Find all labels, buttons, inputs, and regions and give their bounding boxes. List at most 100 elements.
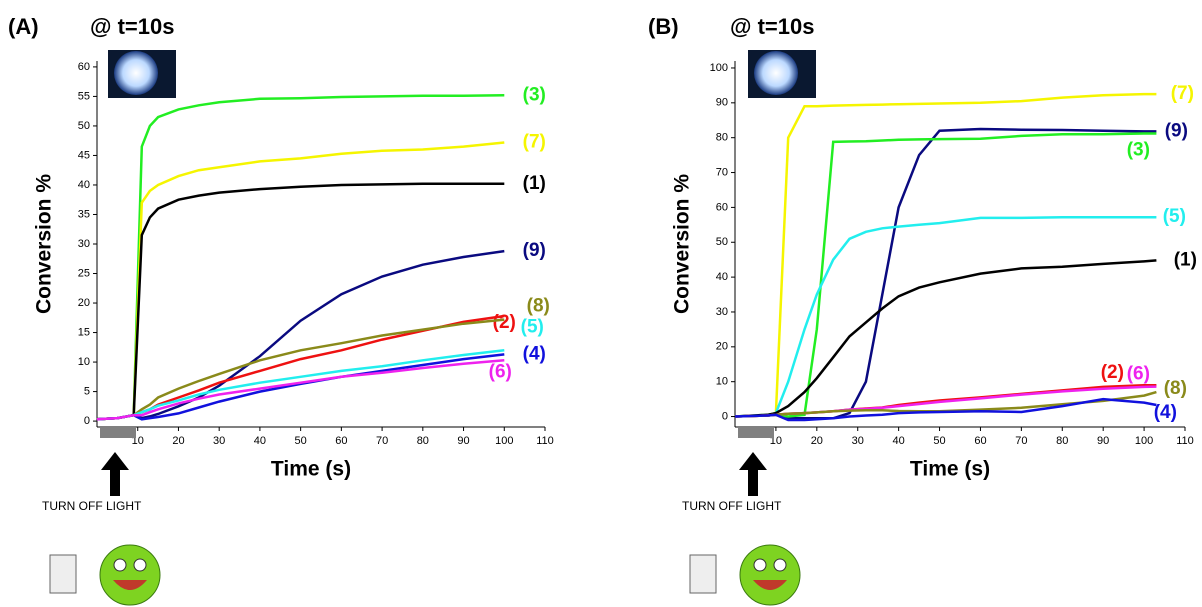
series-line [96, 353, 505, 421]
y-axis-title: Conversion % [33, 174, 56, 314]
x-tick-label: 70 [1015, 435, 1027, 447]
switch-icon [49, 554, 77, 594]
smiley-eye [773, 558, 787, 572]
y-tick-label: 50 [716, 236, 728, 248]
annotation: @ t=10s [730, 14, 814, 39]
smiley-eye [133, 558, 147, 572]
x-axis-title: Time (s) [271, 458, 351, 481]
series-label: (5) [1163, 206, 1186, 227]
smiley-eye [113, 558, 127, 572]
y-tick-label: 45 [78, 149, 90, 161]
x-tick-label: 50 [295, 435, 307, 447]
y-tick-label: 35 [78, 208, 90, 220]
x-tick-label: 30 [852, 435, 864, 447]
series-line [734, 215, 1157, 418]
y-tick-label: 10 [78, 356, 90, 368]
note: TURN OFF LIGHT [682, 499, 782, 513]
x-tick-label: 40 [893, 435, 905, 447]
y-tick-label: 40 [716, 271, 728, 283]
series-line [96, 349, 505, 421]
smiley-mouth [113, 580, 147, 590]
y-tick-label: 25 [78, 267, 90, 279]
series-label: (8) [527, 296, 550, 317]
smiley [739, 544, 801, 606]
y-tick-label: 60 [78, 61, 90, 73]
x-tick-label: 90 [1097, 435, 1109, 447]
series-label: (9) [1165, 120, 1188, 141]
x-tick-label: 70 [376, 435, 388, 447]
y-tick-label: 90 [716, 97, 728, 109]
y-tick-label: 40 [78, 179, 90, 191]
y-axis-title: Conversion % [671, 174, 694, 314]
panel-label: (B) [648, 14, 679, 39]
x-tick-label: 100 [1135, 435, 1153, 447]
arrow [739, 452, 767, 496]
smiley-eye [753, 558, 767, 572]
y-tick-label: 70 [716, 166, 728, 178]
annotation: @ t=10s [90, 14, 174, 39]
series-label: (3) [1127, 140, 1150, 161]
y-tick-label: 30 [716, 306, 728, 318]
series-line [734, 127, 1157, 420]
y-tick-label: 30 [78, 238, 90, 250]
series-line [734, 92, 1157, 418]
series-line [96, 182, 505, 421]
lamp-bulb [754, 51, 798, 95]
series-label: (2) [1101, 362, 1124, 383]
series-label: (1) [1174, 249, 1197, 270]
series-label: (2) [493, 312, 516, 333]
y-tick-label: 100 [710, 62, 728, 74]
dark-period [100, 428, 136, 438]
smiley [99, 544, 161, 606]
x-tick-label: 60 [335, 435, 347, 447]
panel-label: (A) [8, 14, 39, 39]
series-line [96, 314, 505, 421]
y-tick-label: 15 [78, 326, 90, 338]
y-tick-label: 55 [78, 90, 90, 102]
x-tick-label: 110 [1176, 435, 1194, 447]
x-tick-label: 30 [213, 435, 225, 447]
y-tick-label: 0 [722, 410, 728, 422]
x-tick-label: 20 [811, 435, 823, 447]
series-line [96, 359, 505, 421]
series-label: (7) [1171, 83, 1194, 104]
series-line [734, 259, 1157, 418]
y-tick-label: 60 [716, 201, 728, 213]
series-label: (4) [1154, 402, 1177, 423]
series-label: (4) [523, 343, 546, 364]
series-line [734, 397, 1157, 422]
x-tick-label: 90 [457, 435, 469, 447]
x-tick-label: 100 [495, 435, 513, 447]
y-tick-label: 50 [78, 120, 90, 132]
series-label: (8) [1164, 378, 1187, 399]
series-label: (9) [523, 240, 546, 261]
series-label: (5) [521, 316, 544, 337]
series-line [96, 93, 505, 421]
x-tick-label: 80 [417, 435, 429, 447]
y-tick-label: 5 [84, 385, 90, 397]
x-tick-label: 110 [536, 435, 554, 447]
y-tick-label: 20 [716, 341, 728, 353]
x-tick-label: 50 [933, 435, 945, 447]
x-tick-label: 80 [1056, 435, 1068, 447]
dark-period [738, 428, 774, 438]
series-line [96, 318, 505, 421]
series-label: (6) [489, 361, 512, 382]
series-label: (6) [1127, 364, 1150, 385]
x-tick-label: 20 [172, 435, 184, 447]
y-tick-label: 0 [84, 415, 90, 427]
x-tick-label: 60 [974, 435, 986, 447]
series-line [734, 132, 1157, 418]
series-label: (1) [523, 173, 546, 194]
lamp-bulb [114, 51, 158, 95]
series-line [96, 249, 505, 421]
switch-icon [689, 554, 717, 594]
arrow [101, 452, 129, 496]
x-tick-label: 40 [254, 435, 266, 447]
smiley-mouth [753, 580, 787, 590]
x-axis-title: Time (s) [910, 458, 990, 481]
note: TURN OFF LIGHT [42, 499, 142, 513]
series-line [734, 390, 1157, 418]
